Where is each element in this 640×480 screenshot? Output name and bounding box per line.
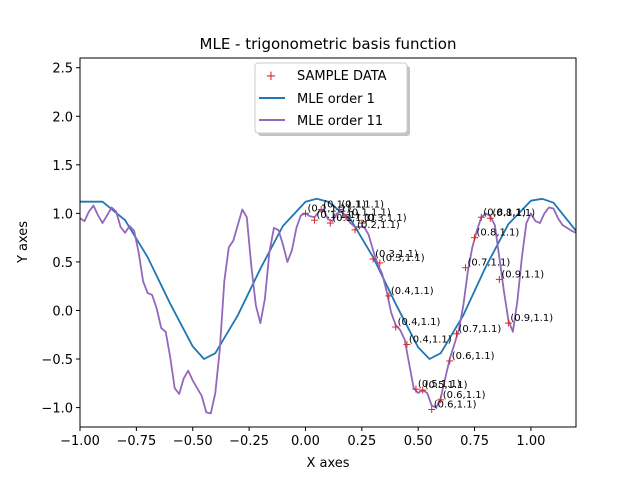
y-tick-label: 1.0 xyxy=(52,207,73,222)
point-annotation: (0.2,1.1) xyxy=(357,220,400,231)
sample-point xyxy=(376,259,384,267)
sample-markers xyxy=(301,205,512,414)
sample-point xyxy=(351,226,359,234)
sample-point xyxy=(504,319,512,327)
point-annotation: (0.1,1.1) xyxy=(332,213,375,224)
y-axis-label: Y axes xyxy=(16,221,31,264)
y-tick-label: 0.0 xyxy=(52,304,73,319)
x-tick-label: −0.50 xyxy=(173,434,213,449)
point-annotation: (0.6,1.1) xyxy=(443,390,486,401)
sample-point xyxy=(428,406,436,414)
legend-sample-marker: + xyxy=(266,69,277,84)
sample-point xyxy=(446,357,454,365)
sample-point xyxy=(495,275,503,283)
x-tick-label: 0.50 xyxy=(404,434,433,449)
legend-sample-label: SAMPLE DATA xyxy=(297,69,387,84)
legend-box xyxy=(254,62,408,134)
y-tick-label: 1.5 xyxy=(52,159,73,174)
sample-point xyxy=(385,292,393,300)
legend-order11-label: MLE order 11 xyxy=(297,114,383,129)
plot-frame xyxy=(79,57,577,428)
sample-point xyxy=(412,385,420,393)
sample-point xyxy=(317,205,325,213)
sample-point xyxy=(419,386,427,394)
y-tick-label: 0.5 xyxy=(52,256,73,271)
point-annotation: (0.4,1.1) xyxy=(409,334,452,345)
point-annotation: (0.1,1.1) xyxy=(348,207,391,218)
y-tick-label: −1.0 xyxy=(41,402,73,417)
sample-point xyxy=(301,209,309,217)
point-annotation: (0.1,1.1) xyxy=(307,203,350,214)
point-annotation: (0.6,1.1) xyxy=(434,400,477,411)
legend: + SAMPLE DATA MLE order 1 MLE order 11 xyxy=(254,62,410,136)
sample-point xyxy=(471,234,479,242)
sample-point xyxy=(486,214,494,222)
sample-point xyxy=(462,264,470,272)
point-annotation: (0.9,1.1) xyxy=(501,269,544,280)
y-tick-label: 2.5 xyxy=(52,62,73,77)
x-tick-label: 1.00 xyxy=(516,434,545,449)
sample-point xyxy=(369,255,377,263)
point-annotation: (0.8,1.1) xyxy=(492,208,535,219)
x-tick-label: 0.00 xyxy=(291,434,320,449)
sample-point xyxy=(453,330,461,338)
sample-point xyxy=(358,219,366,227)
y-tick-label: 2.0 xyxy=(52,110,73,125)
point-annotation: (0.7,1.1) xyxy=(459,324,502,335)
line-series-group xyxy=(80,197,576,415)
sample-point xyxy=(437,396,445,404)
legend-order1-label: MLE order 1 xyxy=(297,92,375,107)
point-annotation: (0.4,1.1) xyxy=(391,286,434,297)
point-annotation: (0.3,1.1) xyxy=(382,253,425,264)
point-annotation: (0.7,1.1) xyxy=(468,258,511,269)
point-annotation: (0.4,1.1) xyxy=(398,317,441,328)
x-tick-label: −0.25 xyxy=(229,434,269,449)
sample-point xyxy=(477,213,485,221)
point-annotation: (0.1,1.1) xyxy=(316,210,359,221)
sample-point xyxy=(326,219,334,227)
mle-order-11-line xyxy=(80,204,576,415)
sample-point xyxy=(335,205,343,213)
x-tick-label: −1.00 xyxy=(60,434,100,449)
x-tick-label: −0.75 xyxy=(116,434,156,449)
point-annotation: (0.5,1.1) xyxy=(418,379,461,390)
point-annotations: (0.1,1.1)(0.1,1.1)(0.1,1.1)(0.1,1.1)(0.1… xyxy=(307,199,553,410)
sample-point xyxy=(342,213,350,221)
point-annotation: (0.5,1.1) xyxy=(425,380,468,391)
mle-order-1-line xyxy=(80,197,576,360)
point-annotation: (0.9,1.1) xyxy=(510,313,553,324)
point-annotation: (0.8,1.1) xyxy=(477,228,520,239)
chart-title: MLE - trigonometric basis function xyxy=(200,35,457,53)
x-tick-label: 0.25 xyxy=(347,434,376,449)
x-axis-ticks: −1.00 −0.75 −0.50 −0.25 0.00 0.25 0.50 0.75 1.00 xyxy=(60,427,545,449)
point-annotation: (0.8,1.1) xyxy=(483,207,526,218)
x-axis-label: X axes xyxy=(306,456,349,471)
y-axis-ticks: −1.0 −0.5 0.0 0.5 1.0 1.5 2.0 2.5 xyxy=(41,62,80,417)
point-annotation: (0.1,1.1) xyxy=(323,199,366,210)
point-annotation: (0.6,1.1) xyxy=(452,351,495,362)
y-tick-label: −0.5 xyxy=(41,353,73,368)
point-annotation: (0.3,1.1) xyxy=(375,249,418,260)
sample-point xyxy=(403,340,411,348)
point-annotation: (0.3,1.1) xyxy=(364,213,407,224)
x-tick-label: 0.75 xyxy=(460,434,489,449)
sample-point xyxy=(392,323,400,331)
point-annotation: (0.1,1.1) xyxy=(341,199,384,210)
sample-point xyxy=(310,216,318,224)
